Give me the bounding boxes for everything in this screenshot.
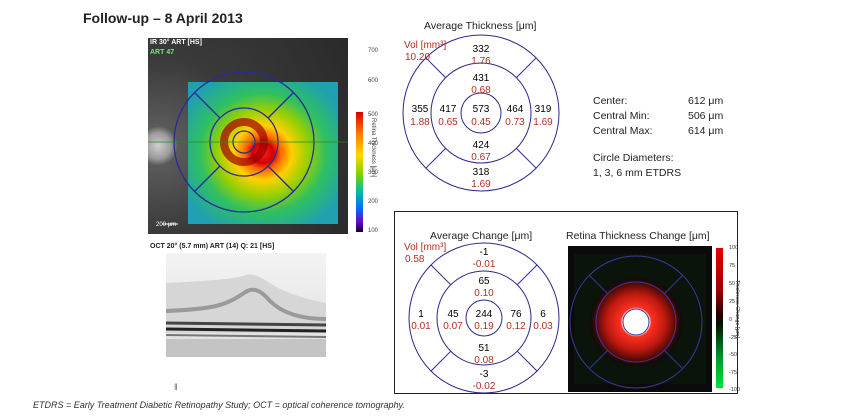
- circle-diameter-label: Circle Diameters:: [593, 152, 674, 164]
- change-tick: -25: [729, 335, 737, 341]
- change-inner-nasal-thickness: 76: [510, 309, 522, 320]
- change-tick: 75: [729, 263, 736, 269]
- thickness-overlay: [148, 71, 348, 225]
- outer-nasal-volume: 1.69: [533, 117, 553, 128]
- outer-inferior-volume: 1.69: [471, 179, 491, 190]
- fundus-header-secondary: ART 47: [150, 49, 175, 56]
- circle-diameter-value: 1, 3, 6 mm ETDRS: [593, 167, 682, 179]
- change-vol-label: Vol [mm³]: [404, 242, 447, 253]
- change-inner-nasal-volume: 0.12: [506, 321, 526, 332]
- stat-label: Central Max:: [593, 125, 653, 137]
- stat-value: 506 μm: [688, 110, 724, 122]
- oct-bscan-image: [165, 253, 327, 357]
- oct-header: OCT 20° (5.7 mm) ART (14) Q: 21 [HS]: [150, 243, 275, 250]
- change-etdrs-chart: -1 -0.01 65 0.10 244 0.19 45 0.07 76 0.1…: [408, 242, 560, 394]
- inner-nasal-thickness: 464: [507, 104, 524, 115]
- retina-change-map: [568, 246, 712, 392]
- outer-nasal-thickness: 319: [535, 104, 552, 115]
- change-vol-value: 0.58: [405, 254, 425, 265]
- change-panel: [394, 211, 738, 394]
- change-outer-temporal-volume: 0.01: [411, 321, 431, 332]
- change-tick: 0: [729, 317, 733, 323]
- fundus-header: IR 30° ART [HS]: [150, 39, 202, 46]
- scale-label: 200 μm: [156, 222, 177, 228]
- change-colorbar-label: Thickness Change [μm]: [734, 280, 740, 338]
- change-center-volume: 0.19: [474, 321, 494, 332]
- retina-change-heading: Retina Thickness Change [μm]: [566, 230, 710, 242]
- outer-temporal-volume: 1.88: [410, 117, 430, 128]
- colorbar-tick: 200: [368, 199, 379, 205]
- center-volume: 0.45: [471, 117, 491, 128]
- colorbar-tick: 400: [368, 141, 379, 147]
- change-outer-temporal-thickness: 1: [418, 309, 424, 320]
- inner-superior-volume: 0.68: [471, 85, 491, 96]
- change-outer-superior-thickness: -1: [480, 247, 489, 258]
- change-inner-temporal-thickness: 45: [447, 309, 459, 320]
- stat-label: Central Min:: [593, 110, 650, 122]
- inner-temporal-volume: 0.65: [438, 117, 458, 128]
- change-inner-inferior-volume: 0.08: [474, 355, 494, 366]
- change-tick: -50: [729, 352, 737, 358]
- thickness-vol-value: 10.20: [405, 52, 431, 63]
- change-heading: Average Change [μm]: [430, 230, 533, 242]
- text-cursor-icon: ‖: [174, 382, 178, 392]
- colorbar-tick: 600: [368, 78, 379, 84]
- etdrs-grid-change-map: [569, 255, 703, 389]
- colorbar-label: Retina Thickness [μm]: [370, 118, 376, 178]
- change-outer-nasal-volume: 0.03: [533, 321, 553, 332]
- stat-label: Center:: [593, 95, 628, 107]
- change-inner-temporal-volume: 0.07: [443, 321, 463, 332]
- stat-value: 614 μm: [688, 125, 724, 137]
- stat-value: 612 μm: [688, 95, 724, 107]
- colorbar-tick: 100: [368, 228, 379, 234]
- outer-inferior-thickness: 318: [473, 167, 490, 178]
- colorbar-tick: 500: [368, 112, 379, 118]
- inner-inferior-thickness: 424: [473, 140, 490, 151]
- thickness-heading: Average Thickness [μm]: [424, 20, 537, 32]
- colorbar-tick: 300: [368, 170, 379, 176]
- inner-nasal-volume: 0.73: [505, 117, 525, 128]
- inner-temporal-thickness: 417: [440, 104, 457, 115]
- change-outer-inferior-volume: -0.02: [473, 381, 496, 392]
- page-title: Follow-up – 8 April 2013: [83, 10, 243, 26]
- change-inner-superior-volume: 0.10: [474, 288, 494, 299]
- change-outer-inferior-thickness: -3: [480, 369, 489, 380]
- change-inner-inferior-thickness: 51: [478, 343, 490, 354]
- outer-temporal-thickness: 355: [412, 104, 429, 115]
- inner-superior-thickness: 431: [473, 73, 490, 84]
- outer-superior-thickness: 332: [473, 44, 490, 55]
- change-tick: 50: [729, 281, 736, 287]
- change-colorbar: [716, 248, 723, 388]
- change-tick: -75: [729, 370, 737, 376]
- thickness-vol-label: Vol [mm³]: [404, 40, 447, 51]
- footnote: ETDRS = Early Treatment Diabetic Retinop…: [33, 400, 405, 410]
- change-tick: 25: [729, 299, 736, 305]
- stats-panel: Center: 612 μm Central Min: 506 μm Central…: [593, 94, 723, 181]
- inner-inferior-volume: 0.67: [471, 152, 491, 163]
- change-inner-superior-thickness: 65: [478, 276, 490, 287]
- thickness-colorbar: [356, 112, 363, 232]
- fundus-thickness-image: [148, 38, 348, 234]
- change-outer-nasal-thickness: 6: [540, 309, 546, 320]
- change-tick: 100: [729, 245, 739, 251]
- outer-superior-volume: 1.76: [471, 56, 491, 67]
- thickness-etdrs-chart: 332 1.76 431 0.68 573 0.45 417 0.65 464 …: [402, 34, 560, 192]
- colorbar-tick: 700: [368, 48, 379, 54]
- change-tick: -100: [729, 387, 741, 393]
- center-thickness: 573: [473, 104, 490, 115]
- change-center-thickness: 244: [476, 309, 493, 320]
- change-outer-superior-volume: -0.01: [473, 259, 496, 270]
